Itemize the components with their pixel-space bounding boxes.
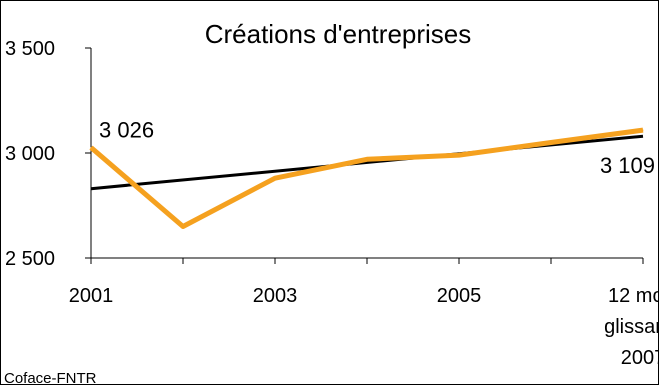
y-tick-label: 3 500 (5, 38, 55, 60)
x-tick-label: 2003 (253, 285, 298, 307)
data-label: 3 109 (600, 153, 655, 178)
y-axis-ticks: 2 500 3 000 3 500 (5, 38, 91, 270)
data-point (458, 154, 460, 156)
series (89, 127, 644, 229)
data-point (642, 129, 644, 131)
chart-title: Créations d'entreprises (205, 19, 472, 49)
data-point (550, 142, 552, 143)
axes (90, 48, 643, 259)
data-point (274, 177, 276, 179)
data-point (90, 147, 92, 149)
data-label: 3 026 (99, 118, 154, 143)
x-tick-label: 2001 (69, 285, 114, 307)
source-label: Coface-FNTR (4, 370, 97, 386)
trend (90, 134, 644, 191)
y-tick-label: 3 000 (5, 143, 55, 165)
data-point (366, 158, 368, 160)
data-labels: 3 026 3 109 (99, 118, 655, 179)
x-axis-ticks: 2001 2003 2005 12 moisglissants2007 (69, 258, 659, 369)
x-tick-label: 12 moisglissants2007 (604, 285, 659, 369)
trend-line (90, 134, 644, 191)
data-point (182, 226, 184, 227)
y-tick-label: 2 500 (5, 248, 55, 270)
x-tick-label: 2005 (437, 285, 482, 307)
